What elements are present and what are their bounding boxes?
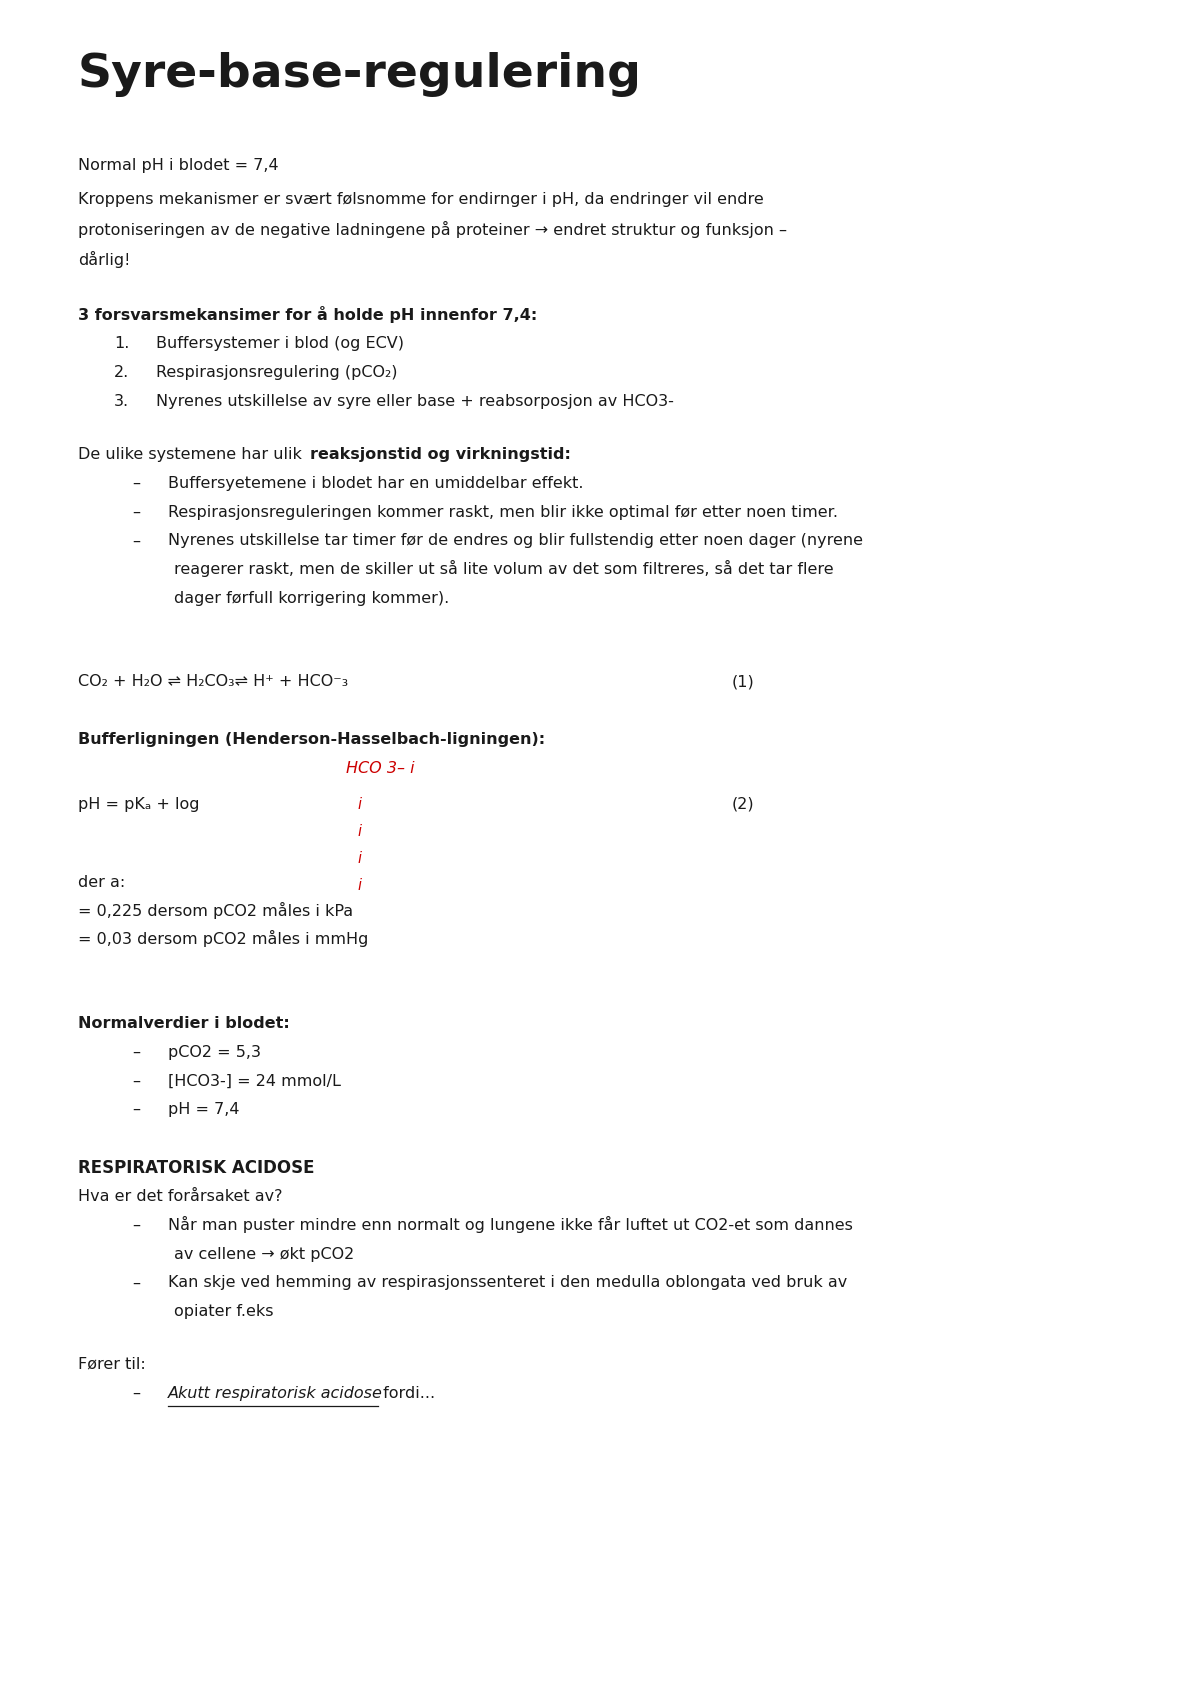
Text: –: – — [132, 475, 140, 491]
Text: reagerer raskt, men de skiller ut så lite volum av det som filtreres, så det tar: reagerer raskt, men de skiller ut så lit… — [174, 560, 834, 577]
Text: Kroppens mekanismer er svært følsnomme for endirnger i pH, da endringer vil endr: Kroppens mekanismer er svært følsnomme f… — [78, 192, 763, 207]
Text: –: – — [132, 1102, 140, 1117]
Text: dager førfull korrigering kommer).: dager førfull korrigering kommer). — [174, 591, 449, 606]
Text: pCO2 = 5,3: pCO2 = 5,3 — [168, 1044, 262, 1060]
Text: (1): (1) — [732, 674, 755, 689]
Text: Når man puster mindre enn normalt og lungene ikke får luftet ut CO2-et som danne: Når man puster mindre enn normalt og lun… — [168, 1216, 853, 1233]
Text: Kan skje ved hemming av respirasjonssenteret i den medulla oblongata ved bruk av: Kan skje ved hemming av respirasjonssent… — [168, 1275, 847, 1290]
Text: i: i — [358, 796, 361, 812]
Text: Hva er det forårsaket av?: Hva er det forårsaket av? — [78, 1189, 282, 1204]
Text: –: – — [132, 533, 140, 548]
Text: 3.: 3. — [114, 394, 130, 409]
Text: fordi...: fordi... — [378, 1386, 436, 1401]
Text: Buffersyetemene i blodet har en umiddelbar effekt.: Buffersyetemene i blodet har en umiddelb… — [168, 475, 583, 491]
Text: pH = pKₐ + log: pH = pKₐ + log — [78, 796, 199, 812]
Text: Nyrenes utskillelse av syre eller base + reabsorposjon av HCO3-: Nyrenes utskillelse av syre eller base +… — [156, 394, 674, 409]
Text: De ulike systemene har ulik: De ulike systemene har ulik — [78, 447, 307, 462]
Text: = 0,225 dersom pCO2 måles i kPa: = 0,225 dersom pCO2 måles i kPa — [78, 902, 353, 919]
Text: Normal pH i blodet = 7,4: Normal pH i blodet = 7,4 — [78, 158, 278, 173]
Text: –: – — [132, 504, 140, 520]
Text: pH = 7,4: pH = 7,4 — [168, 1102, 240, 1117]
Text: –: – — [132, 1275, 140, 1290]
Text: Syre-base-regulering: Syre-base-regulering — [78, 51, 642, 97]
Text: Nyrenes utskillelse tar timer før de endres og blir fullstendig etter noen dager: Nyrenes utskillelse tar timer før de end… — [168, 533, 863, 548]
Text: i: i — [358, 851, 361, 866]
Text: [HCO3-] = 24 mmol/L: [HCO3-] = 24 mmol/L — [168, 1073, 341, 1088]
Text: 3 forsvarsmekansimer for å holde pH innenfor 7,4:: 3 forsvarsmekansimer for å holde pH inne… — [78, 306, 538, 323]
Text: Respirasjonsregulering (pCO₂): Respirasjonsregulering (pCO₂) — [156, 365, 397, 380]
Text: Respirasjonsreguleringen kommer raskt, men blir ikke optimal før etter noen time: Respirasjonsreguleringen kommer raskt, m… — [168, 504, 838, 520]
Text: = 0,03 dersom pCO2 måles i mmHg: = 0,03 dersom pCO2 måles i mmHg — [78, 931, 368, 947]
Text: RESPIRATORISK ACIDOSE: RESPIRATORISK ACIDOSE — [78, 1158, 314, 1177]
Text: protoniseringen av de negative ladningene på proteiner → endret struktur og funk: protoniseringen av de negative ladningen… — [78, 221, 787, 238]
Text: av cellene → økt pCO2: av cellene → økt pCO2 — [174, 1246, 354, 1262]
Text: i: i — [358, 824, 361, 839]
Text: CO₂ + H₂O ⇌ H₂CO₃⇌ H⁺ + HCO⁻₃: CO₂ + H₂O ⇌ H₂CO₃⇌ H⁺ + HCO⁻₃ — [78, 674, 348, 689]
Text: –: – — [132, 1073, 140, 1088]
Text: 2.: 2. — [114, 365, 130, 380]
Text: Fører til:: Fører til: — [78, 1357, 145, 1372]
Text: Normalverdier i blodet:: Normalverdier i blodet: — [78, 1015, 289, 1031]
Text: HCO 3– i: HCO 3– i — [346, 761, 414, 776]
Text: Akutt respiratorisk acidose: Akutt respiratorisk acidose — [168, 1386, 383, 1401]
Text: der a:: der a: — [78, 874, 125, 890]
Text: –: – — [132, 1044, 140, 1060]
Text: –: – — [132, 1217, 140, 1233]
Text: dårlig!: dårlig! — [78, 251, 131, 268]
Text: (2): (2) — [732, 796, 755, 812]
Text: 1.: 1. — [114, 336, 130, 351]
Text: Buffersystemer i blod (og ECV): Buffersystemer i blod (og ECV) — [156, 336, 404, 351]
Text: opiater f.eks: opiater f.eks — [174, 1304, 274, 1319]
Text: –: – — [132, 1386, 140, 1401]
Text: i: i — [358, 878, 361, 893]
Text: Bufferligningen (Henderson-Hasselbach-ligningen):: Bufferligningen (Henderson-Hasselbach-li… — [78, 732, 545, 747]
Text: reaksjonstid og virkningstid:: reaksjonstid og virkningstid: — [310, 447, 570, 462]
